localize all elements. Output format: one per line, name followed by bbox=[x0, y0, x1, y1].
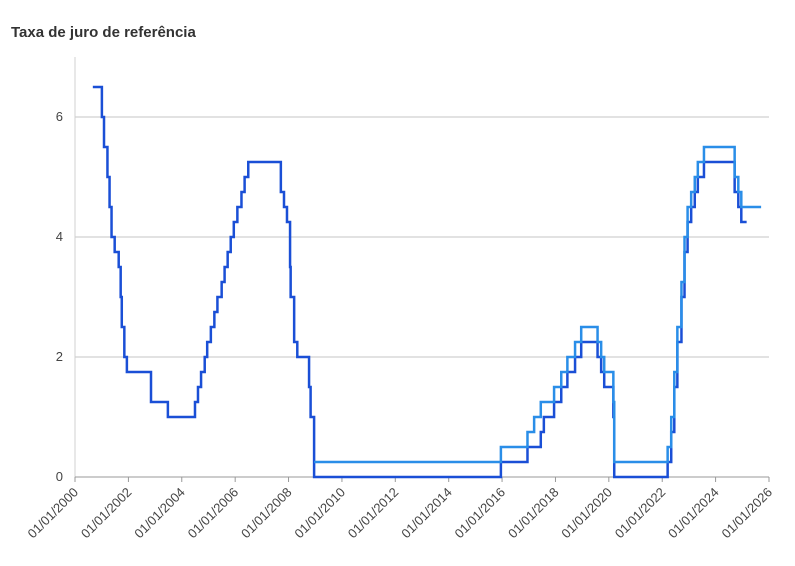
x-tick-label-7: 01/01/2014 bbox=[398, 485, 455, 542]
x-tick-label-6: 01/01/2012 bbox=[345, 485, 402, 542]
x-tick-label-1: 01/01/2002 bbox=[78, 485, 135, 542]
series-line-1 bbox=[314, 145, 762, 464]
y-tick-label-0: 0 bbox=[56, 469, 63, 484]
x-tick-label-10: 01/01/2020 bbox=[558, 485, 615, 542]
y-tick-label-3: 6 bbox=[56, 109, 63, 124]
x-tick-label-2: 01/01/2004 bbox=[131, 485, 188, 542]
x-tick-label-9: 01/01/2018 bbox=[505, 485, 562, 542]
series-line-0 bbox=[92, 85, 747, 479]
x-tick-label-5: 01/01/2010 bbox=[291, 485, 348, 542]
y-tick-label-1: 2 bbox=[56, 349, 63, 364]
x-tick-label-11: 01/01/2022 bbox=[612, 485, 669, 542]
x-tick-label-3: 01/01/2006 bbox=[185, 485, 242, 542]
chart-title: Taxa de juro de referência bbox=[11, 24, 196, 41]
x-tick-label-13: 01/01/2026 bbox=[718, 485, 775, 542]
x-tick-label-8: 01/01/2016 bbox=[452, 485, 509, 542]
x-tick-label-0: 01/01/2000 bbox=[24, 485, 81, 542]
x-tick-label-4: 01/01/2008 bbox=[238, 485, 295, 542]
y-tick-label-2: 4 bbox=[56, 229, 63, 244]
x-tick-label-12: 01/01/2024 bbox=[665, 485, 722, 542]
